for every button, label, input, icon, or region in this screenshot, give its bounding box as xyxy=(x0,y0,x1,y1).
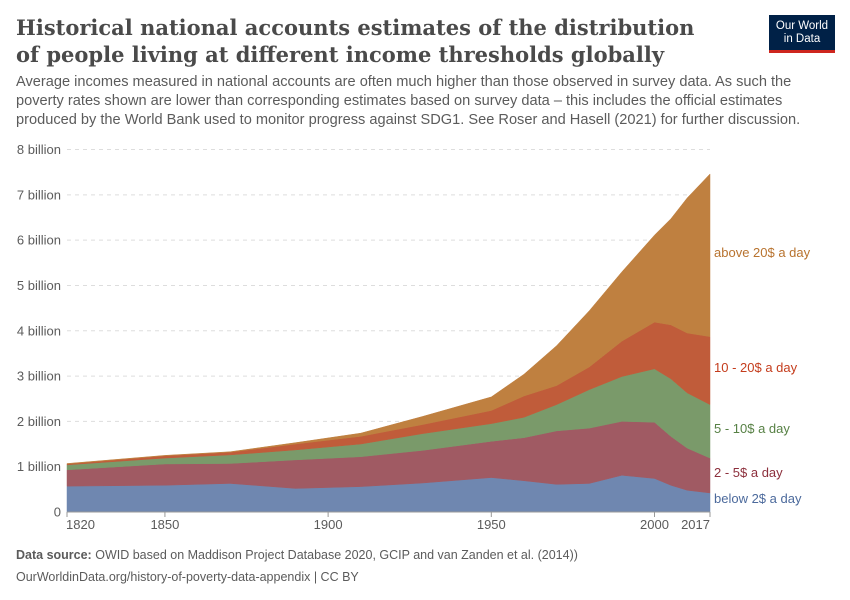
data-source-label: Data source: xyxy=(16,548,92,562)
y-tick-label: 8 billion xyxy=(17,142,61,157)
y-tick-label: 0 xyxy=(54,505,61,520)
owid-logo[interactable]: Our World in Data xyxy=(769,15,835,53)
x-tick-label: 1950 xyxy=(477,517,506,532)
series-label: 5 - 10$ a day xyxy=(714,421,790,436)
data-source-text: OWID based on Maddison Project Database … xyxy=(95,548,578,562)
source-url[interactable]: OurWorldinData.org/history-of-poverty-da… xyxy=(16,570,359,584)
x-tick-label: 2000 xyxy=(640,517,669,532)
area-above-20-a-day xyxy=(66,173,711,465)
x-tick-label: 1850 xyxy=(150,517,179,532)
chart-title: Historical national accounts estimates o… xyxy=(16,15,695,67)
y-tick-label: 5 billion xyxy=(17,278,61,293)
y-tick-label: 4 billion xyxy=(17,323,61,338)
series-label: 2 - 5$ a day xyxy=(714,465,783,480)
data-source: Data source: OWID based on Maddison Proj… xyxy=(16,548,578,562)
x-tick-label: 2017 xyxy=(681,517,710,532)
y-tick-label: 1 billion xyxy=(17,459,61,474)
x-tick-label: 1820 xyxy=(66,517,95,532)
logo-line-1: Our World xyxy=(775,20,829,32)
y-tick-label: 2 billion xyxy=(17,414,61,429)
logo-line-2: in Data xyxy=(783,33,821,45)
series-label: 10 - 20$ a day xyxy=(714,360,798,375)
series-label: above 20$ a day xyxy=(714,245,811,260)
x-tick-label: 1900 xyxy=(314,517,343,532)
y-tick-label: 3 billion xyxy=(17,369,61,384)
y-tick-label: 6 billion xyxy=(17,233,61,248)
chart-subtitle: Average incomes measured in national acc… xyxy=(16,74,801,128)
y-tick-label: 7 billion xyxy=(17,187,61,202)
series-label: below 2$ a day xyxy=(714,491,802,506)
